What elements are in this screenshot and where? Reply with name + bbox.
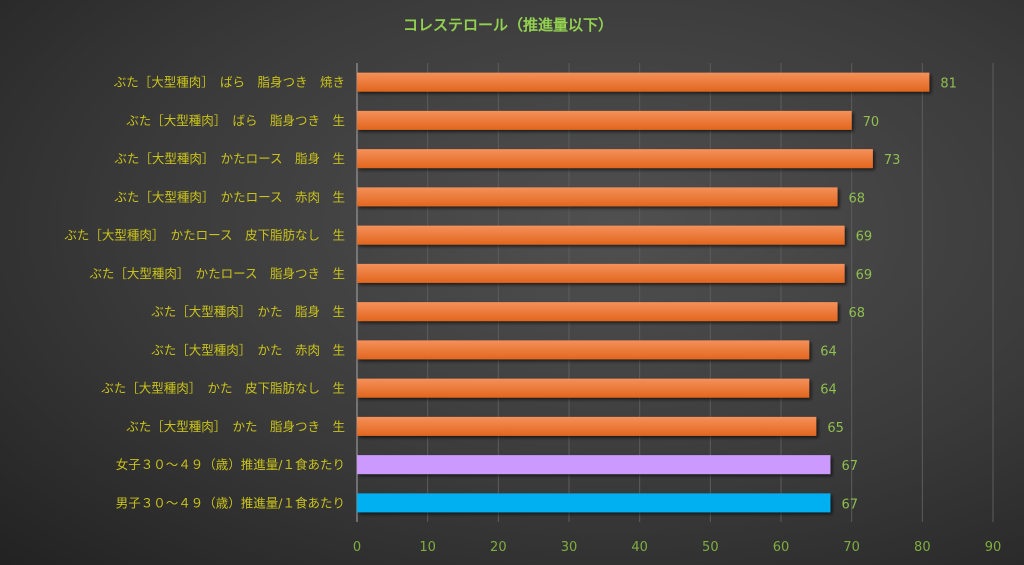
x-tick-label: 30: [561, 540, 578, 555]
category-label: ぶた［大型種肉］ かた 脂身 生: [151, 304, 345, 319]
x-tick-label: 90: [985, 540, 1002, 555]
category-label: ぶた［大型種肉］ かたロース 皮下脂肪なし 生: [64, 228, 345, 243]
category-label: 女子３０～４９（歳）推進量/１食あたり: [116, 457, 345, 472]
bar: [357, 378, 810, 398]
bar: [357, 263, 845, 283]
bar: [357, 340, 810, 360]
category-label: ぶた［大型種肉］ かた 脂身つき 生: [126, 419, 345, 434]
data-label: 70: [863, 115, 880, 130]
category-label: ぶた［大型種肉］ ばら 脂身つき 焼き: [114, 75, 345, 90]
bar: [357, 493, 831, 513]
x-tick-label: 10: [419, 540, 436, 555]
data-label: 69: [856, 268, 873, 283]
data-label: 68: [849, 306, 866, 321]
category-label: ぶた［大型種肉］ ばら 脂身つき 生: [126, 113, 345, 128]
data-label: 67: [841, 459, 858, 474]
bar: [357, 72, 930, 92]
x-tick-label: 20: [490, 540, 507, 555]
category-label: 男子３０～４９（歳）推進量/１食あたり: [116, 495, 345, 510]
data-label: 64: [820, 383, 837, 398]
bar: [357, 110, 852, 130]
data-label: 67: [841, 497, 858, 512]
chart-title: コレステロール（推進量以下）: [403, 16, 613, 34]
x-tick-label: 50: [702, 540, 719, 555]
bar: [357, 302, 838, 322]
data-label: 68: [849, 191, 866, 206]
x-tick-label: 60: [773, 540, 790, 555]
x-tick-label: 70: [843, 540, 860, 555]
bar: [357, 149, 873, 169]
category-label: ぶた［大型種肉］ かたロース 赤肉 生: [114, 189, 345, 204]
bar: [357, 416, 817, 436]
x-tick-label: 40: [631, 540, 648, 555]
x-tick-label: 80: [914, 540, 931, 555]
data-label: 69: [856, 230, 873, 245]
bar: [357, 225, 845, 245]
data-label: 73: [884, 153, 901, 168]
category-label: ぶた［大型種肉］ かた 皮下脂肪なし 生: [101, 381, 345, 396]
bar: [357, 187, 838, 207]
category-label: ぶた［大型種肉］ かたロース 脂身つき 生: [89, 266, 345, 281]
data-label: 64: [820, 344, 837, 359]
category-label: ぶた［大型種肉］ かたロース 脂身 生: [114, 151, 345, 166]
x-tick-label: 0: [353, 540, 361, 555]
category-label: ぶた［大型種肉］ かた 赤肉 生: [151, 342, 345, 357]
data-label: 65: [827, 421, 844, 436]
bar: [357, 455, 831, 475]
data-label: 81: [940, 77, 957, 92]
